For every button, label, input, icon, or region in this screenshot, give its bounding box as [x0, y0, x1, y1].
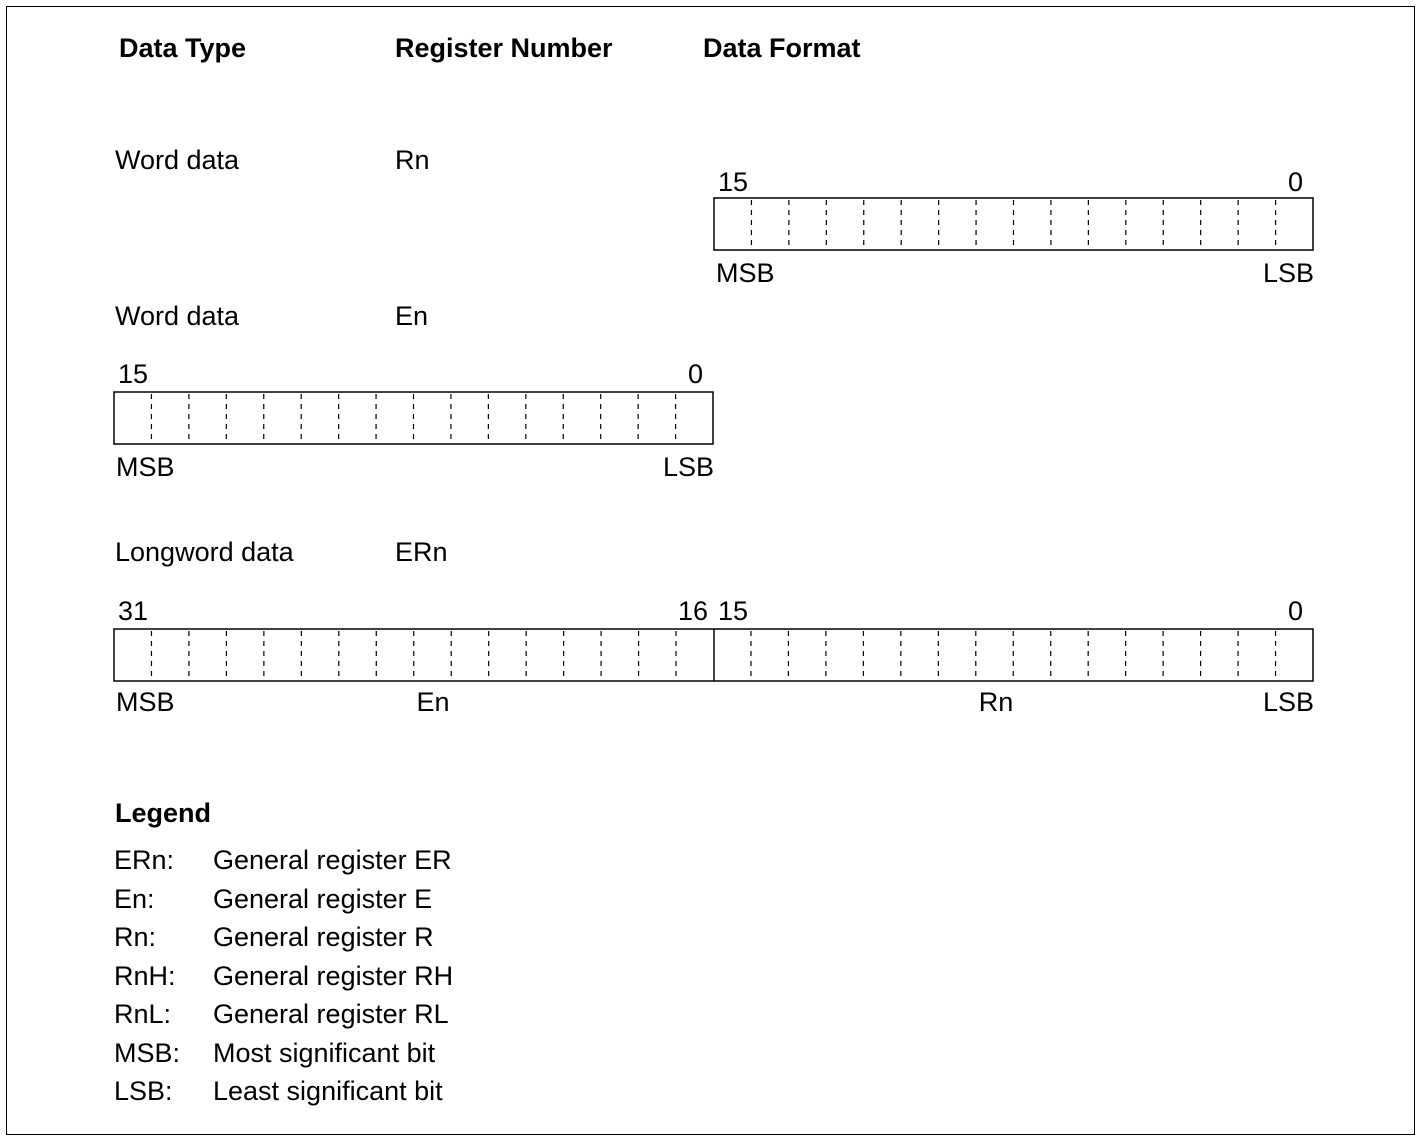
ern-register-box	[113, 628, 1314, 682]
legend-description: General register ER	[213, 845, 452, 875]
legend-key: LSB:	[114, 1076, 173, 1106]
row1-type: Word data	[115, 145, 240, 175]
header-register-number: Register Number	[395, 33, 613, 63]
legend-key: ERn:	[114, 845, 175, 875]
header-data-type: Data Type	[119, 33, 247, 63]
row1-bit-15: 15	[718, 167, 749, 197]
legend-description: Most significant bit	[213, 1037, 436, 1068]
row2-type: Word data	[115, 301, 240, 331]
diagram-frame	[6, 6, 1415, 1135]
row2-msb: MSB	[116, 452, 175, 482]
legend-key: MSB:	[114, 1037, 181, 1068]
legend-description: Least significant bit	[213, 1076, 443, 1106]
row3-bit-15: 15	[718, 596, 749, 626]
row1-lsb: LSB	[1262, 258, 1314, 288]
row2-bit-0: 0	[687, 359, 703, 389]
row3-bit-31: 31	[118, 596, 149, 626]
row3-type: Longword data	[115, 537, 294, 567]
legend-key: En:	[114, 883, 155, 914]
row3-bit-0: 0	[1287, 596, 1303, 626]
en-register-box	[113, 391, 714, 445]
row2-lsb: LSB	[662, 452, 714, 482]
header-data-format: Data Format	[703, 33, 861, 63]
row3-lsb: LSB	[1262, 687, 1314, 717]
row3-lower-label: Rn	[978, 687, 1014, 717]
row1-msb: MSB	[716, 258, 775, 288]
row1-bit-0: 0	[1287, 167, 1303, 197]
row3-msb: MSB	[116, 687, 175, 717]
row2-register: En	[395, 301, 429, 331]
legend-title: Legend	[115, 798, 212, 828]
row1-register: Rn	[395, 145, 430, 175]
row2-bit-15: 15	[118, 359, 149, 389]
row3-upper-label: En	[416, 687, 450, 717]
legend-description: General register RH	[213, 960, 454, 991]
legend-key: RnH:	[114, 960, 176, 991]
row3-register: ERn	[395, 537, 448, 567]
legend-description: General register R	[213, 922, 434, 952]
row3-bit-16: 16	[677, 596, 708, 626]
legend-key: Rn:	[114, 922, 157, 952]
legend-key: RnL:	[114, 999, 172, 1029]
rn-register-box	[713, 197, 1314, 251]
legend-description: General register RL	[213, 999, 449, 1029]
legend-description: General register E	[213, 883, 433, 914]
